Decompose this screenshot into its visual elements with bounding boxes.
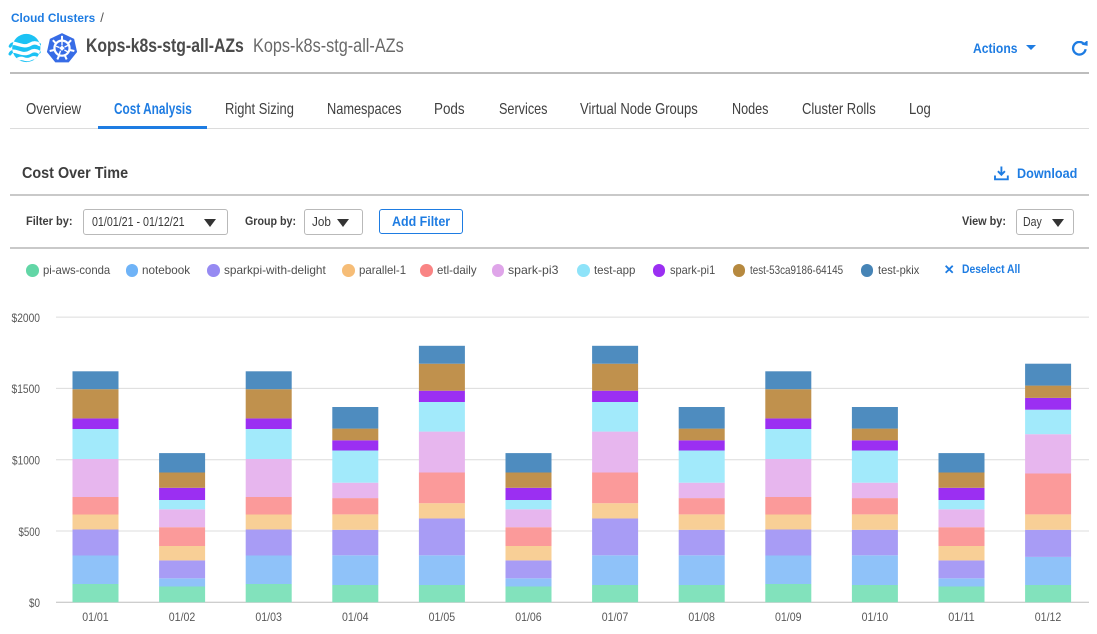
svg-text:$1000: $1000 (12, 454, 40, 468)
svg-text:$0: $0 (29, 596, 40, 610)
svg-text:01/06: 01/06 (515, 610, 542, 624)
svg-text:01/01: 01/01 (82, 610, 109, 624)
svg-text:01/02: 01/02 (169, 610, 196, 624)
svg-text:01/03: 01/03 (255, 610, 282, 624)
svg-text:$1500: $1500 (12, 382, 41, 396)
svg-text:01/09: 01/09 (775, 610, 802, 624)
svg-text:01/10: 01/10 (862, 610, 889, 624)
svg-text:01/04: 01/04 (342, 610, 369, 624)
svg-text:01/08: 01/08 (688, 610, 715, 624)
svg-text:01/07: 01/07 (602, 610, 629, 624)
svg-text:01/05: 01/05 (429, 610, 456, 624)
svg-text:01/12: 01/12 (1035, 610, 1062, 624)
svg-text:$500: $500 (19, 525, 41, 539)
svg-text:$2000: $2000 (12, 311, 41, 325)
svg-text:01/11: 01/11 (948, 610, 975, 624)
